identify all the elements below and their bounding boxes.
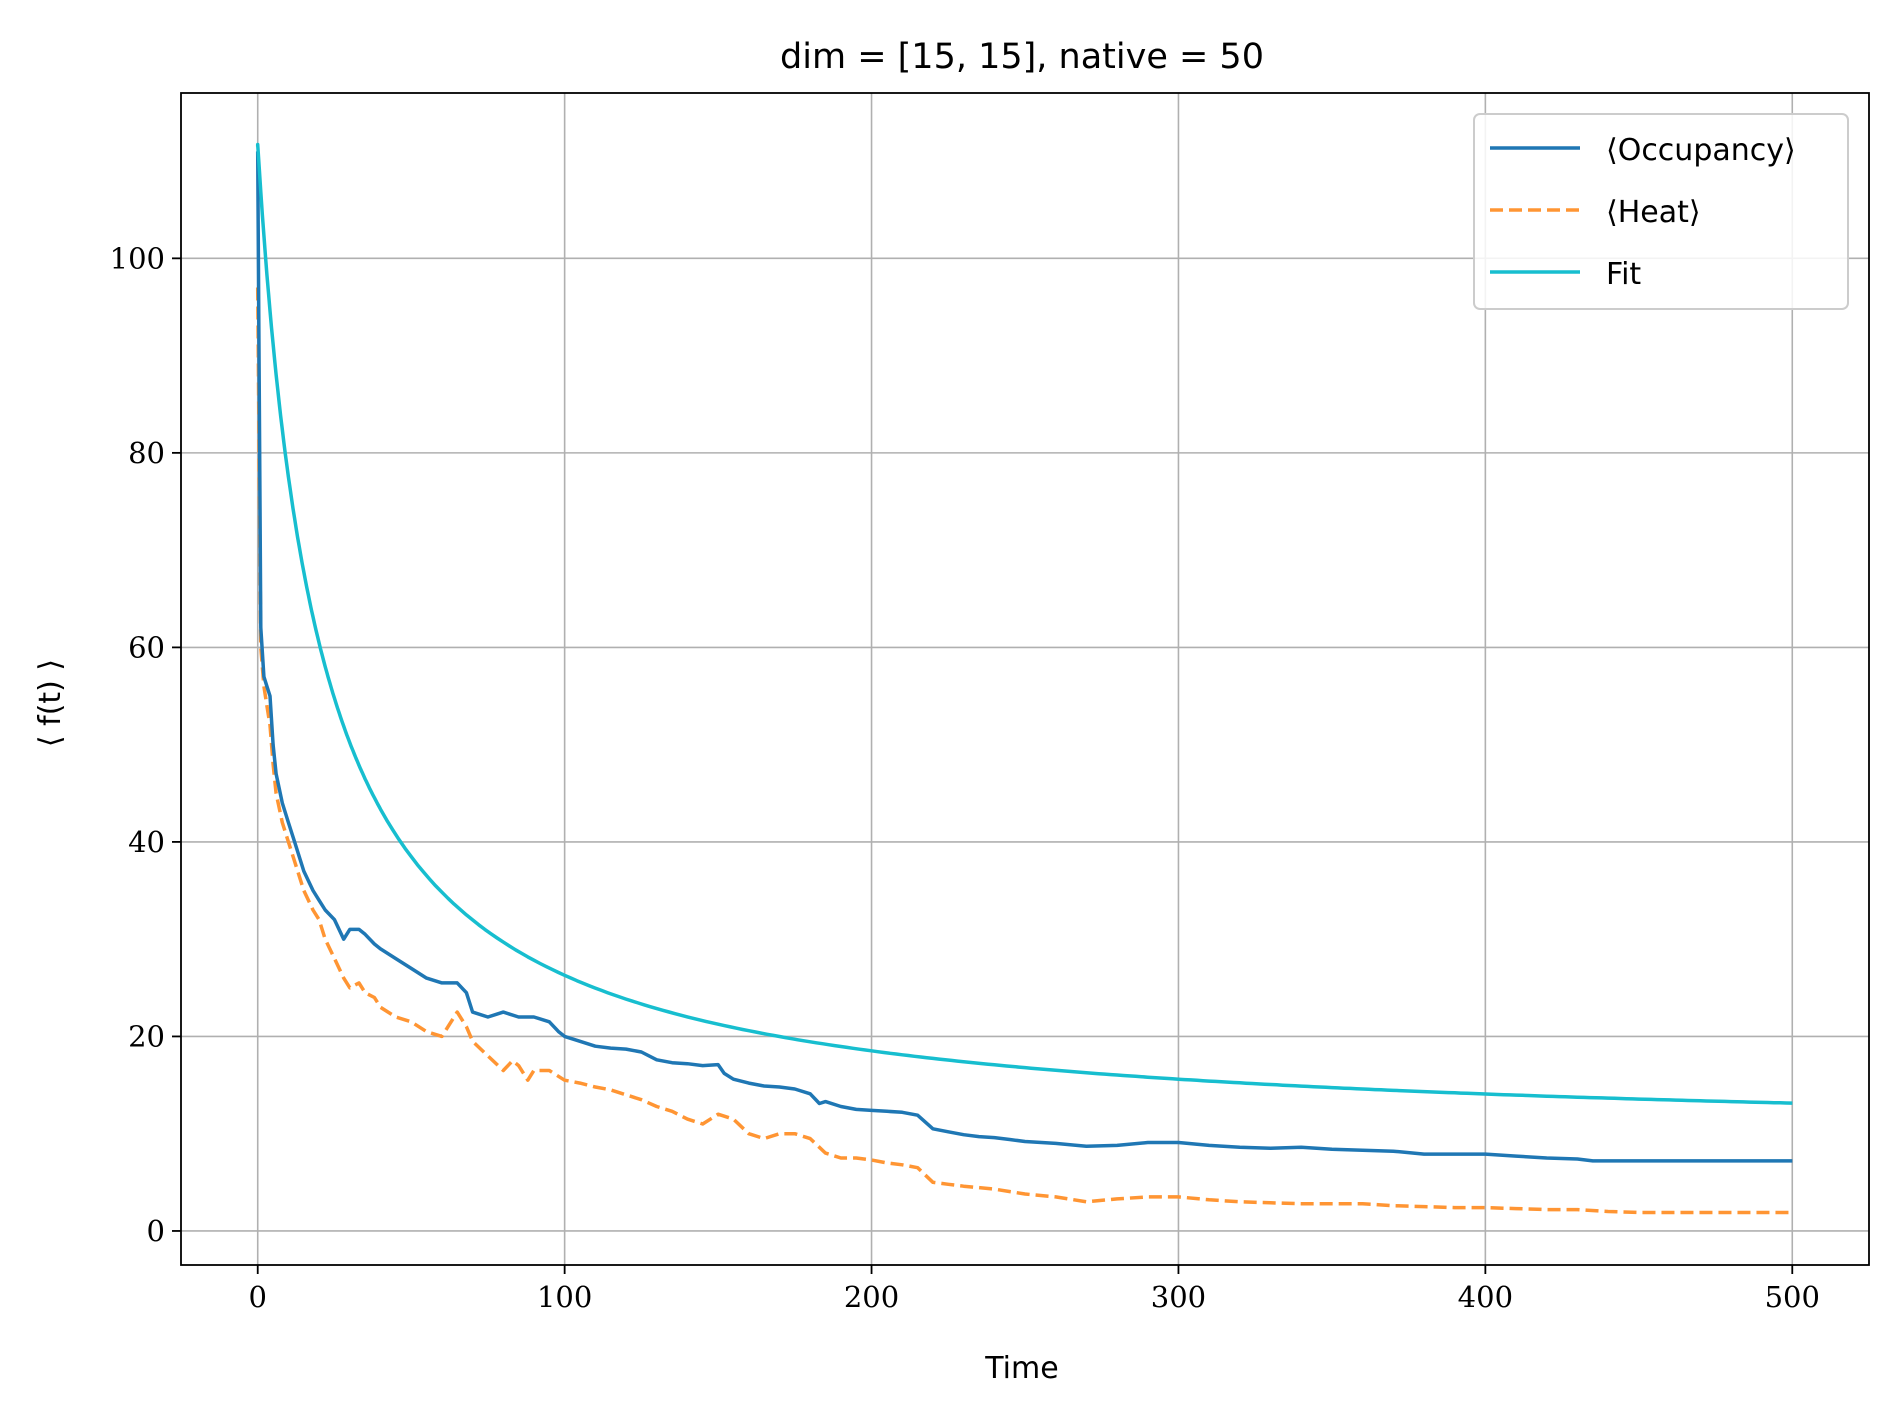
x-tick-label: 300 xyxy=(1151,1280,1206,1314)
y-tick-label: 40 xyxy=(128,825,165,859)
x-tick-label: 200 xyxy=(844,1280,899,1314)
x-tick-label: 0 xyxy=(249,1280,267,1314)
series-line-occupancy xyxy=(255,151,1793,1163)
series-line-fit xyxy=(255,142,1793,1105)
y-tick-label: 100 xyxy=(110,241,165,275)
legend-box xyxy=(1473,113,1849,310)
y-tick-label: 0 xyxy=(147,1214,165,1248)
series-layer xyxy=(255,142,1793,1215)
x-ticks: 0 100 200 300 400 500 xyxy=(249,1265,1820,1314)
legend: ⟨Occupancy⟩ ⟨Heat⟩ Fit xyxy=(1473,113,1849,310)
x-tick-label: 400 xyxy=(1458,1280,1513,1314)
grid xyxy=(181,93,1869,1265)
plot-frame xyxy=(180,92,1870,1266)
y-tick-label: 60 xyxy=(128,630,165,664)
x-axis-label: Time xyxy=(984,1351,1058,1386)
y-tick-label: 80 xyxy=(128,436,165,470)
x-tick-label: 100 xyxy=(537,1280,592,1314)
legend-label-occupancy: ⟨Occupancy⟩ xyxy=(1606,133,1796,168)
y-axis-label: ⟨ f(t) ⟩ xyxy=(33,659,68,747)
x-tick-label: 500 xyxy=(1765,1280,1820,1314)
legend-label-heat: ⟨Heat⟩ xyxy=(1606,195,1701,230)
chart-title: dim = [15, 15], native = 50 xyxy=(780,37,1264,77)
y-tick-label: 20 xyxy=(128,1019,165,1053)
legend-label-fit: Fit xyxy=(1606,257,1641,292)
y-ticks: 0 20 40 60 80 100 xyxy=(110,241,181,1248)
